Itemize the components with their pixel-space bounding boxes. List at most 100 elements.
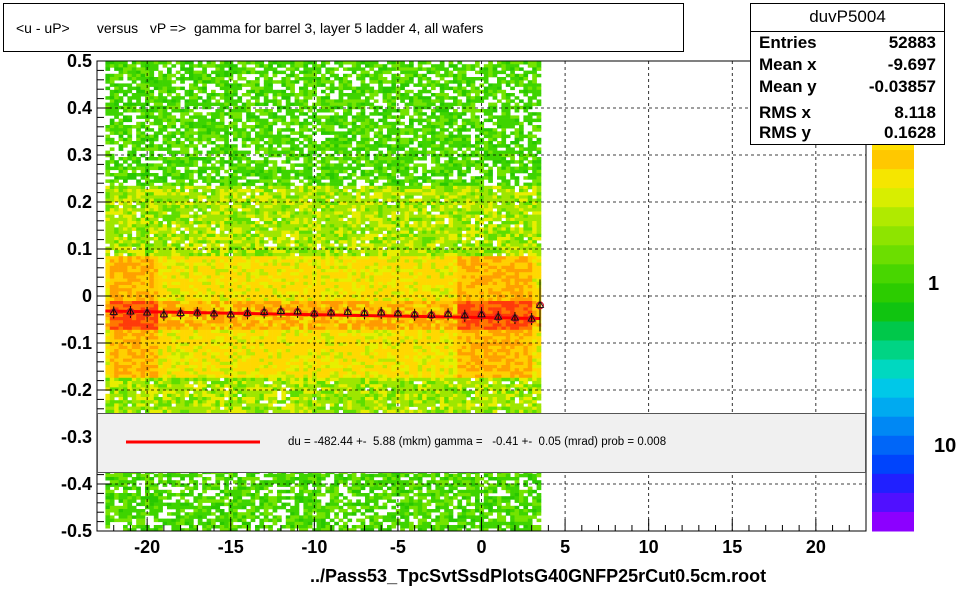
heatmap-cell	[123, 473, 128, 478]
heatmap-cell	[233, 262, 238, 267]
heatmap-cell	[237, 387, 243, 391]
heatmap-cell	[193, 121, 199, 126]
heatmap-cell	[211, 483, 216, 487]
heatmap-cell	[140, 195, 146, 199]
heatmap-cell	[153, 515, 159, 519]
heatmap-cell	[268, 525, 273, 529]
heatmap-cell	[140, 288, 146, 292]
heatmap-cell	[211, 377, 216, 382]
heatmap-cell	[268, 112, 273, 116]
heatmap-cell	[140, 509, 146, 513]
heatmap-cell	[219, 189, 225, 193]
heatmap-cell	[118, 307, 124, 311]
heatmap-cell	[206, 304, 212, 308]
heatmap-cell	[118, 214, 124, 219]
heatmap-cell	[109, 224, 115, 228]
heatmap-cell	[131, 285, 137, 289]
heatmap-cell	[127, 400, 133, 404]
heatmap-cell	[250, 390, 256, 395]
heatmap-cell	[114, 377, 119, 382]
heatmap-cell	[175, 243, 181, 247]
heatmap-cell	[250, 406, 256, 411]
heatmap-cell	[193, 150, 199, 155]
heatmap-cell	[202, 384, 207, 388]
heatmap-cell	[105, 137, 111, 142]
heatmap-cell	[219, 157, 225, 161]
heatmap-cell	[237, 358, 243, 363]
heatmap-cell	[233, 304, 238, 308]
heatmap-cell	[162, 390, 168, 395]
heatmap-cell	[175, 192, 181, 196]
heatmap-cell	[105, 109, 111, 113]
heatmap-cell	[158, 489, 163, 494]
heatmap-cell	[153, 493, 159, 497]
heatmap-cell	[277, 365, 282, 369]
heatmap-cell	[237, 361, 243, 366]
heatmap-cell	[206, 342, 212, 347]
heatmap-cell	[277, 406, 282, 411]
heatmap-cell	[268, 230, 273, 235]
heatmap-cell	[241, 294, 247, 299]
heatmap-cell	[193, 483, 199, 487]
heatmap-cell	[114, 102, 119, 107]
heatmap-cell	[250, 377, 256, 382]
heatmap-cell	[153, 291, 159, 295]
heatmap-cell	[215, 121, 221, 126]
heatmap-cell	[158, 243, 163, 247]
heatmap-cell	[189, 406, 194, 411]
heatmap-cell	[272, 333, 278, 337]
heatmap-cell	[171, 278, 177, 283]
heatmap-cell	[219, 499, 225, 503]
heatmap-cell	[263, 323, 269, 327]
heatmap-cell	[272, 96, 278, 100]
heatmap-cell	[224, 329, 229, 334]
heatmap-cell	[184, 185, 190, 190]
heatmap-cell	[153, 505, 159, 510]
heatmap-cell	[140, 323, 146, 327]
heatmap-cell	[268, 160, 273, 164]
heatmap-cell	[149, 80, 155, 84]
heatmap-cell	[136, 265, 141, 270]
heatmap-cell	[140, 147, 146, 151]
heatmap-cell	[263, 256, 269, 260]
heatmap-cell	[255, 281, 260, 286]
heatmap-cell	[136, 361, 141, 366]
heatmap-cell	[127, 377, 133, 382]
heatmap-cell	[241, 269, 247, 273]
heatmap-cell	[118, 397, 124, 401]
heatmap-cell	[175, 278, 181, 283]
heatmap-cell	[158, 163, 163, 167]
heatmap-cell	[215, 77, 221, 81]
heatmap-cell	[127, 371, 133, 375]
heatmap-cell	[184, 320, 190, 324]
heatmap-cell	[272, 182, 278, 187]
heatmap-cell	[272, 381, 278, 385]
heatmap-cell	[224, 352, 229, 356]
heatmap-cell	[149, 67, 155, 71]
heatmap-cell	[136, 141, 141, 145]
heatmap-cell	[140, 294, 146, 299]
heatmap-cell	[272, 310, 278, 315]
heatmap-cell	[189, 265, 194, 270]
heatmap-cell	[277, 307, 282, 311]
heatmap-cell	[206, 358, 212, 363]
heatmap-cell	[167, 230, 172, 235]
heatmap-cell	[233, 493, 238, 497]
heatmap-cell	[277, 253, 282, 257]
heatmap-cell	[123, 102, 128, 107]
heatmap-cell	[241, 525, 247, 529]
heatmap-cell	[193, 237, 199, 241]
heatmap-cell	[175, 150, 181, 155]
heatmap-cell	[171, 153, 177, 158]
heatmap-cell	[250, 352, 256, 356]
heatmap-cell	[255, 77, 260, 81]
heatmap-cell	[153, 352, 159, 356]
heatmap-cell	[202, 358, 207, 363]
heatmap-cell	[136, 253, 141, 257]
heatmap-cell	[211, 93, 216, 97]
heatmap-cell	[153, 118, 159, 123]
heatmap-cell	[255, 147, 260, 151]
heatmap-cell	[197, 198, 203, 203]
heatmap-cell	[277, 288, 282, 292]
heatmap-cell	[123, 518, 128, 523]
